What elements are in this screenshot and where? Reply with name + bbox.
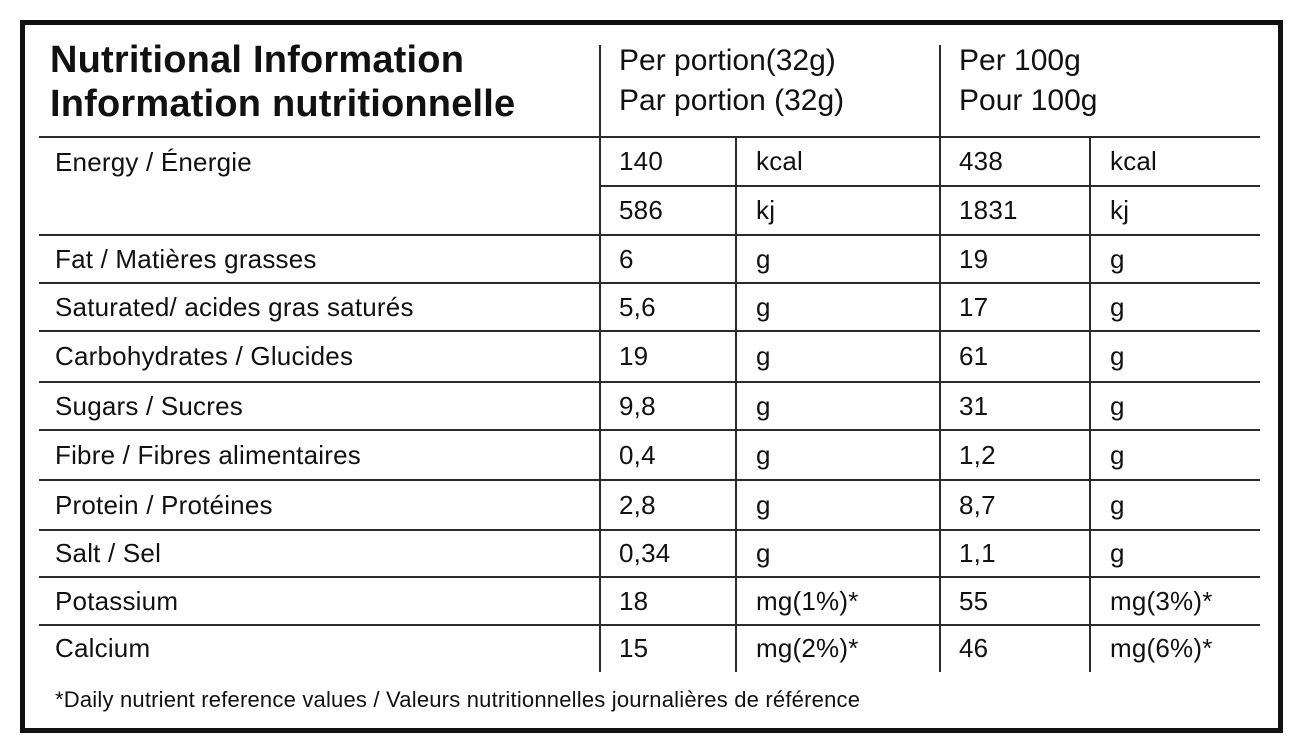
rule-row-fat — [39, 282, 1260, 284]
column-header-per-portion: Per portion(32g) Par portion (32g) — [600, 25, 940, 137]
energy-kj-portion-value: 586 — [619, 195, 663, 225]
per-100g-french: Pour 100g — [959, 84, 1098, 117]
potassium-portion-unit: mg(1%)* — [756, 585, 859, 616]
salt-portion-unit: g — [756, 538, 771, 568]
protein-per100-value: 8,7 — [959, 489, 996, 520]
carbohydrates-per100-value: 61 — [959, 341, 989, 371]
row-label-calcium: Calcium — [55, 633, 151, 663]
row-label-fat: Fat / Matières grasses — [55, 243, 317, 274]
saturated-portion-value: 5,6 — [619, 291, 656, 322]
row-label-salt: Salt / Sel — [55, 538, 162, 568]
rule-row-protein — [39, 529, 1260, 531]
energy-kj-per100-value: 1831 — [959, 195, 1018, 225]
rule-row-sugars — [39, 429, 1260, 431]
per-portion-french: Par portion (32g) — [619, 84, 845, 117]
fibre-portion-unit: g — [756, 439, 771, 470]
calcium-portion-value: 15 — [619, 633, 649, 663]
divider-per100-value-unit — [1089, 137, 1091, 672]
salt-per100-unit: g — [1110, 538, 1125, 568]
fat-per100-unit: g — [1110, 243, 1125, 274]
per-100g-english: Per 100g — [959, 43, 1081, 77]
protein-per100-unit: g — [1110, 489, 1125, 520]
row-label-energy: Energy / Énergie — [55, 147, 252, 177]
sugars-portion-unit: g — [756, 390, 771, 421]
energy-kcal-portion-value: 140 — [619, 146, 663, 176]
rule-row-potassium — [39, 624, 1260, 626]
protein-portion-value: 2,8 — [619, 489, 656, 520]
potassium-portion-value: 18 — [619, 585, 649, 616]
rule-row-energy — [39, 234, 1260, 236]
row-label-sugars: Sugars / Sucres — [55, 390, 243, 421]
rule-header-bottom — [39, 136, 1260, 138]
calcium-per100-unit: mg(6%)* — [1110, 633, 1213, 663]
fat-portion-unit: g — [756, 243, 771, 274]
fibre-per100-unit: g — [1110, 439, 1125, 470]
title-english: Nutritional Information — [50, 39, 465, 81]
sugars-per100-unit: g — [1110, 390, 1125, 421]
divider-portion-per100 — [939, 45, 941, 672]
energy-kj-per100-unit: kj — [1110, 195, 1130, 225]
sugars-portion-value: 9,8 — [619, 390, 656, 421]
energy-kcal-portion-unit: kcal — [756, 146, 804, 176]
title-french: Information nutritionnelle — [50, 83, 516, 126]
table-title: Nutritional Information Information nutr… — [25, 25, 600, 137]
calcium-portion-unit: mg(2%)* — [756, 633, 859, 663]
row-label-protein: Protein / Protéines — [55, 489, 273, 520]
footnote: *Daily nutrient reference values / Valeu… — [55, 687, 861, 712]
rule-row-carbohydrates — [39, 381, 1260, 383]
column-header-per-100g: Per 100g Pour 100g — [940, 25, 1278, 137]
carbohydrates-per100-unit: g — [1110, 341, 1125, 371]
per-portion-english: Per portion(32g) — [619, 43, 836, 77]
carbohydrates-portion-value: 19 — [619, 341, 649, 371]
salt-per100-value: 1,1 — [959, 538, 996, 568]
energy-kj-portion-unit: kj — [756, 195, 776, 225]
rule-row-salt — [39, 576, 1260, 578]
fat-per100-value: 19 — [959, 243, 989, 274]
sugars-per100-value: 31 — [959, 390, 989, 421]
calcium-per100-value: 46 — [959, 633, 989, 663]
row-label-saturated: Saturated/ acides gras saturés — [55, 291, 414, 322]
row-label-potassium: Potassium — [55, 585, 179, 616]
rule-row-saturated — [39, 330, 1260, 332]
rule-energy-subrow — [599, 185, 1260, 187]
row-label-fibre: Fibre / Fibres alimentaires — [55, 439, 361, 470]
energy-kcal-per100-unit: kcal — [1110, 146, 1158, 176]
saturated-portion-unit: g — [756, 291, 771, 322]
nutrition-label: Nutritional Information Information nutr… — [20, 20, 1283, 733]
fibre-per100-value: 1,2 — [959, 439, 996, 470]
rule-row-fibre — [39, 479, 1260, 481]
row-label-carbohydrates: Carbohydrates / Glucides — [55, 341, 354, 371]
divider-portion-value-unit — [735, 137, 737, 672]
salt-portion-value: 0,34 — [619, 538, 671, 568]
saturated-per100-unit: g — [1110, 291, 1125, 322]
divider-label-portion — [599, 45, 601, 672]
saturated-per100-value: 17 — [959, 291, 989, 322]
fat-portion-value: 6 — [619, 243, 634, 274]
potassium-per100-unit: mg(3%)* — [1110, 585, 1213, 616]
potassium-per100-value: 55 — [959, 585, 989, 616]
protein-portion-unit: g — [756, 489, 771, 520]
energy-kcal-per100-value: 438 — [959, 146, 1003, 176]
fibre-portion-value: 0,4 — [619, 439, 656, 470]
carbohydrates-portion-unit: g — [756, 341, 771, 371]
